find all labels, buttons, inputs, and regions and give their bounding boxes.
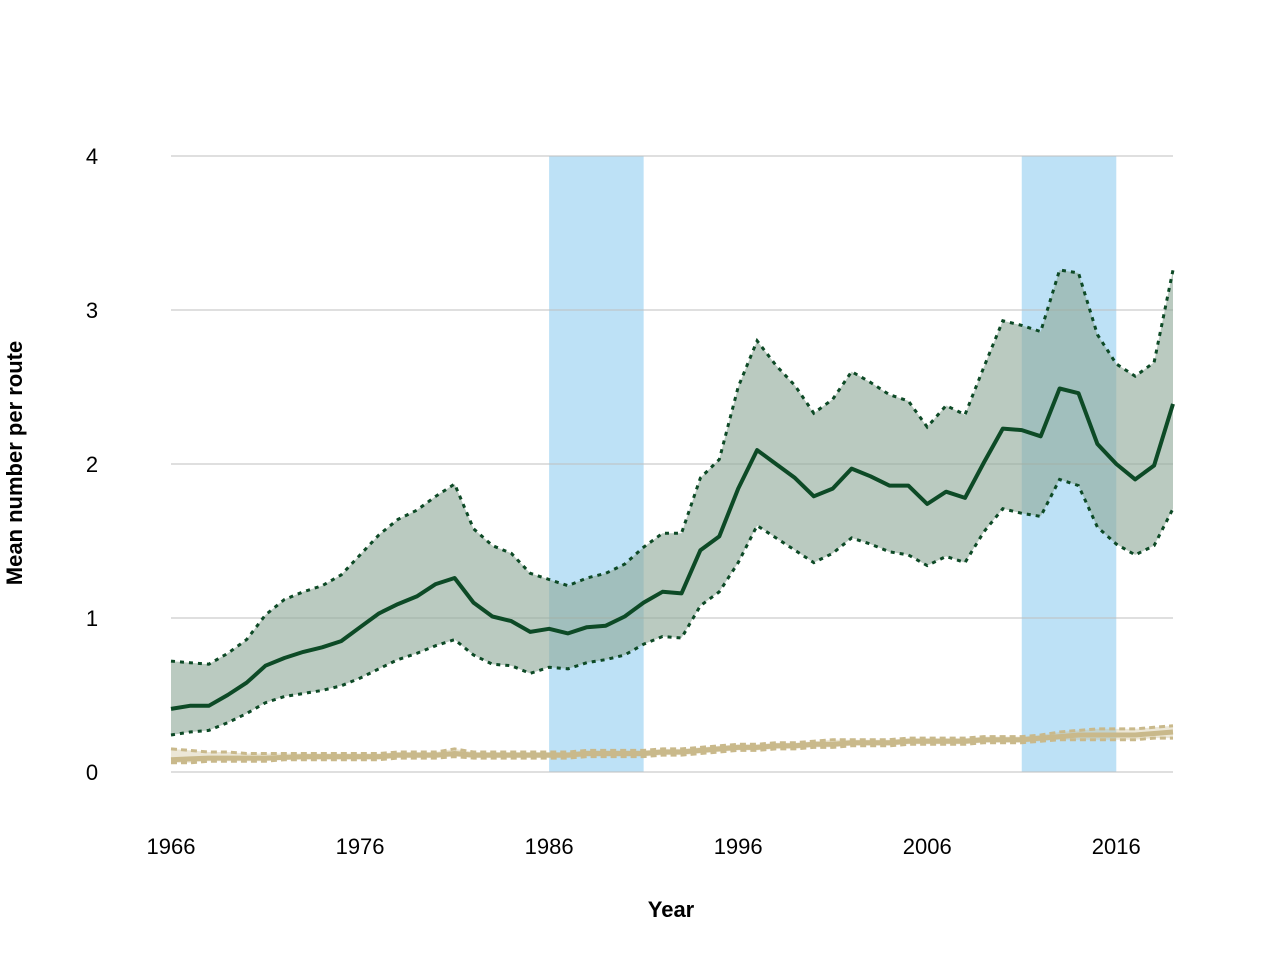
- mean-line-series-2: [170, 729, 1174, 763]
- x-tick-label: 1986: [525, 834, 574, 859]
- x-tick-label: 2016: [1092, 834, 1141, 859]
- y-axis-title: Mean number per route: [2, 341, 27, 585]
- y-tick-labels: 0 1 2 3 4: [86, 144, 98, 785]
- x-axis-title: Year: [648, 897, 695, 922]
- x-tick-label: 1996: [714, 834, 763, 859]
- y-tick-label: 2: [86, 452, 98, 477]
- lower-bound-line-series-2: [171, 736, 1173, 765]
- x-tick-label: 1976: [336, 834, 385, 859]
- x-tick-label: 1966: [147, 834, 196, 859]
- y-tick-label: 0: [86, 760, 98, 785]
- series-layer: [170, 268, 1175, 765]
- mean-line-series-1: [170, 386, 1175, 711]
- x-tick-labels: 1966 1976 1986 1996 2006 2016: [147, 834, 1141, 859]
- y-tick-label: 4: [86, 144, 98, 169]
- upper-bound-line-series-2: [170, 724, 1174, 755]
- confidence-band-series-1: [171, 270, 1173, 735]
- y-tick-label: 1: [86, 606, 98, 631]
- y-tick-label: 3: [86, 298, 98, 323]
- x-tick-label: 2006: [903, 834, 952, 859]
